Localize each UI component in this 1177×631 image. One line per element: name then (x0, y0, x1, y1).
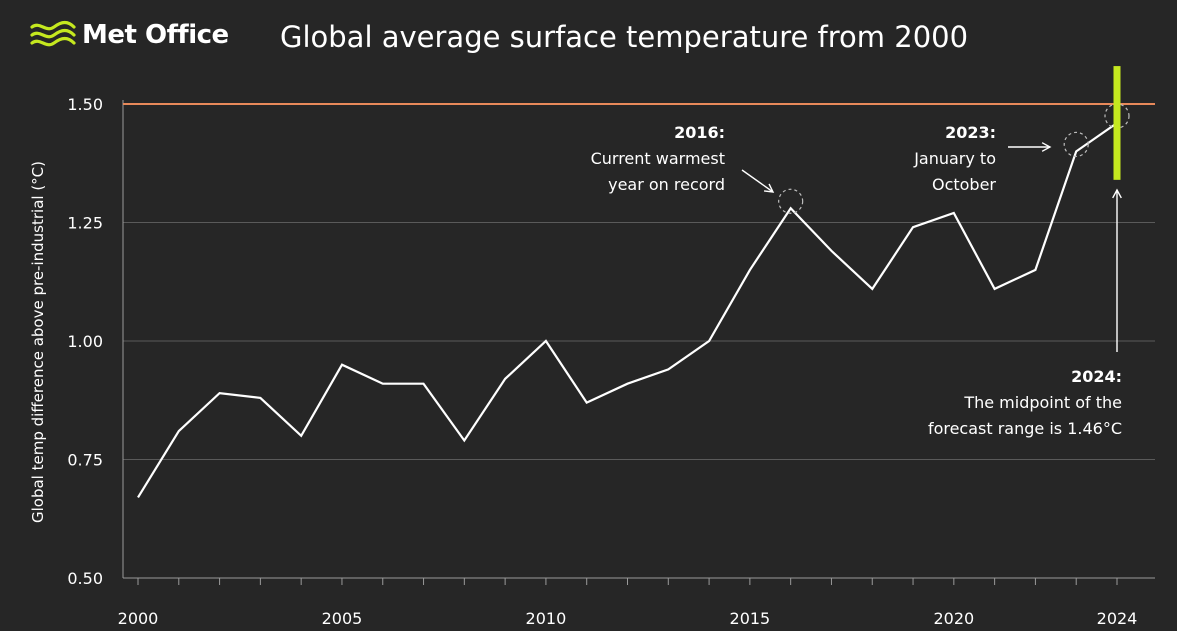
y-tick-label-1.00: 1.00 (67, 332, 103, 351)
y-tick-label-0.75: 0.75 (67, 451, 103, 470)
annotation-line-2024-2: forecast range is 1.46°C (928, 419, 1122, 438)
highlight-circle-2016 (778, 188, 804, 214)
y-axis-label: Global temp difference above pre-industr… (29, 161, 47, 523)
x-tick-label-2024: 2024 (1097, 609, 1138, 628)
annotation-arrowhead-2023 (1041, 142, 1052, 152)
y-tick-label-1.50: 1.50 (67, 95, 103, 114)
x-tick-label-2005: 2005 (322, 609, 363, 628)
met-office-waves-icon (30, 20, 76, 47)
annotation-line-2024-1: The midpoint of the (963, 393, 1122, 412)
highlight-circle-2023 (1063, 131, 1089, 157)
x-tick-label-2020: 2020 (933, 609, 974, 628)
forecast-range-bar (1113, 66, 1121, 180)
header: Met Office Global average surface temper… (0, 0, 1177, 80)
annotation-arrow-2016 (741, 169, 774, 193)
x-tick-label-2000: 2000 (118, 609, 159, 628)
y-tick-label-1.25: 1.25 (67, 214, 103, 233)
met-office-logo: Met Office (30, 20, 229, 50)
axes: 2000 2005 2010 2015 2020 2024 (118, 100, 1155, 628)
annotation-line-2016-2: year on record (608, 175, 725, 194)
annotation-title-2016: 2016: (674, 123, 725, 142)
annotation-title-2023: 2023: (945, 123, 996, 142)
annotation-line-2016-1: Current warmest (591, 149, 725, 168)
x-tick-label-2015: 2015 (730, 609, 771, 628)
chart-title: Global average surface temperature from … (280, 20, 969, 54)
temperature-series-line (137, 122, 1118, 498)
annotation-line-2023-2: October (932, 175, 996, 194)
grid-lines: 0.50 0.75 1.00 1.25 1.50 (67, 95, 1155, 588)
annotation-title-2024: 2024: (1071, 367, 1122, 386)
x-tick-label-2010: 2010 (526, 609, 567, 628)
annotations: 2016: Current warmest year on record 2023: J… (591, 123, 1122, 438)
y-tick-label-0.50: 0.50 (67, 569, 103, 588)
annotation-arrowhead-2024 (1112, 188, 1122, 199)
brand-name: Met Office (82, 20, 229, 50)
annotation-line-2023-1: January to (913, 149, 996, 168)
annotation-arrowhead-2016 (763, 183, 775, 193)
